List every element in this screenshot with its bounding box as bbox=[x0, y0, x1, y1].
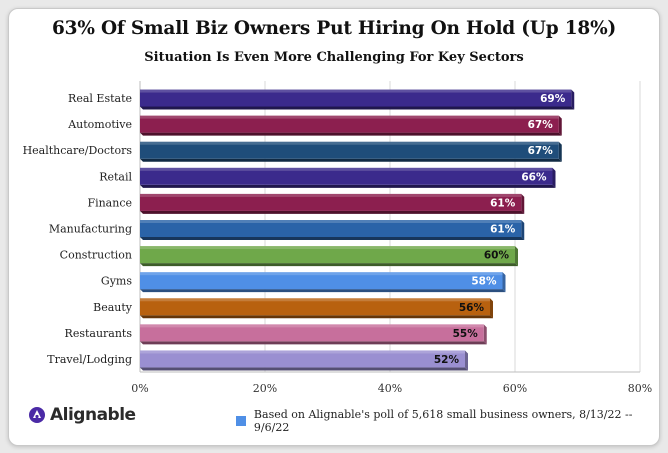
x-tick-label: 0% bbox=[131, 382, 148, 395]
legend-swatch bbox=[236, 416, 246, 426]
data-label: 60% bbox=[484, 250, 510, 262]
bar-highlight bbox=[140, 272, 503, 276]
category-label: Construction bbox=[60, 249, 132, 262]
bar-shadow bbox=[140, 315, 493, 319]
bar-shadow bbox=[140, 263, 518, 267]
category-label: Gyms bbox=[101, 275, 132, 288]
category-label: Beauty bbox=[93, 301, 133, 314]
bar bbox=[140, 350, 465, 368]
bar bbox=[140, 220, 522, 237]
bar-side bbox=[571, 89, 575, 110]
x-tick-label: 60% bbox=[503, 382, 527, 395]
bar-highlight bbox=[140, 167, 553, 171]
chart-subtitle: Situation Is Even More Challenging For K… bbox=[144, 50, 524, 65]
bar-highlight bbox=[140, 298, 490, 302]
bar-shadow bbox=[140, 106, 575, 110]
chart-title: 63% Of Small Biz Owners Put Hiring On Ho… bbox=[52, 18, 616, 39]
bar bbox=[140, 89, 572, 107]
bar-shadow bbox=[140, 210, 525, 214]
bar-shadow bbox=[140, 237, 525, 240]
bar bbox=[140, 193, 522, 211]
bar-side bbox=[558, 115, 562, 136]
bar-side bbox=[502, 272, 506, 293]
bar-shadow bbox=[140, 289, 506, 293]
bar-side bbox=[490, 298, 493, 319]
bar-highlight bbox=[140, 193, 522, 197]
data-label: 55% bbox=[453, 328, 479, 340]
data-label: 66% bbox=[521, 171, 547, 183]
bar bbox=[140, 246, 515, 264]
category-label: Retail bbox=[99, 170, 132, 183]
data-label: 67% bbox=[528, 119, 554, 131]
bar-side bbox=[483, 324, 487, 345]
bar-side bbox=[521, 193, 525, 214]
bar-shadow bbox=[140, 132, 562, 136]
bar-highlight bbox=[140, 324, 484, 328]
bar-highlight bbox=[140, 89, 572, 93]
bar bbox=[140, 167, 553, 185]
category-label: Healthcare/Doctors bbox=[23, 144, 133, 157]
bar-side bbox=[515, 246, 518, 267]
data-label: 56% bbox=[459, 302, 485, 314]
bar bbox=[140, 298, 490, 316]
category-label: Finance bbox=[87, 196, 132, 209]
alignable-logo: Alignable bbox=[28, 404, 136, 426]
x-tick-label: 20% bbox=[253, 382, 277, 395]
data-label: 58% bbox=[471, 276, 497, 288]
bar-shadow bbox=[140, 367, 468, 371]
data-label: 67% bbox=[528, 145, 554, 157]
data-label: 52% bbox=[434, 354, 460, 366]
category-label: Real Estate bbox=[68, 92, 132, 105]
bar-side bbox=[521, 220, 525, 240]
data-label: 61% bbox=[490, 224, 516, 236]
bar-side bbox=[558, 141, 562, 162]
category-label: Automotive bbox=[67, 118, 132, 131]
bar-highlight bbox=[140, 115, 559, 119]
data-label: 61% bbox=[490, 197, 516, 209]
footnote-text: Based on Alignable's poll of 5,618 small… bbox=[253, 408, 633, 434]
bar-highlight bbox=[140, 246, 515, 250]
bar-side bbox=[552, 167, 556, 188]
category-label: Manufacturing bbox=[49, 223, 132, 236]
x-tick-label: 40% bbox=[378, 382, 402, 395]
bar-highlight bbox=[140, 350, 465, 354]
bar-side bbox=[465, 350, 468, 371]
bar bbox=[140, 115, 559, 133]
bar-shadow bbox=[140, 341, 487, 345]
bar-shadow bbox=[140, 158, 562, 162]
footnote: Based on Alignable's poll of 5,618 small… bbox=[236, 408, 668, 434]
bar-highlight bbox=[140, 220, 522, 223]
x-tick-label: 80% bbox=[628, 382, 652, 395]
bar bbox=[140, 141, 559, 159]
bar-highlight bbox=[140, 141, 559, 145]
alignable-logo-icon bbox=[29, 407, 45, 423]
bar-shadow bbox=[140, 184, 556, 188]
category-label: Restaurants bbox=[65, 327, 133, 340]
category-label: Travel/Lodging bbox=[47, 353, 132, 366]
bar bbox=[140, 324, 484, 342]
data-label: 69% bbox=[540, 93, 566, 105]
logo-text: Alignable bbox=[50, 405, 136, 425]
bar bbox=[140, 272, 503, 290]
